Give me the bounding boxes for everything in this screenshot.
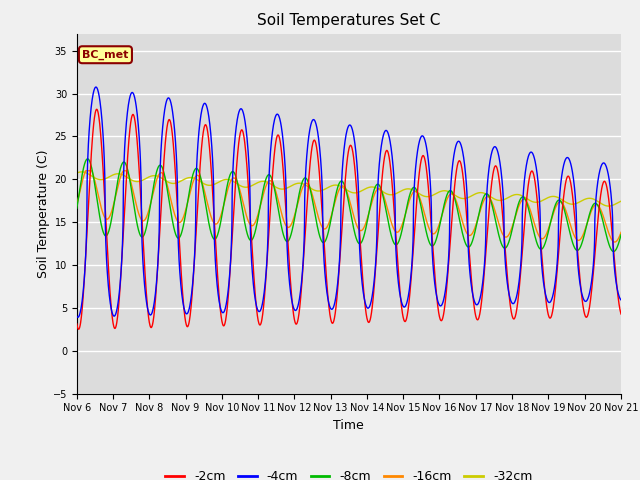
Y-axis label: Soil Temperature (C): Soil Temperature (C) — [37, 149, 50, 278]
Text: BC_met: BC_met — [83, 49, 129, 60]
Title: Soil Temperatures Set C: Soil Temperatures Set C — [257, 13, 440, 28]
X-axis label: Time: Time — [333, 419, 364, 432]
Legend: -2cm, -4cm, -8cm, -16cm, -32cm: -2cm, -4cm, -8cm, -16cm, -32cm — [160, 465, 538, 480]
